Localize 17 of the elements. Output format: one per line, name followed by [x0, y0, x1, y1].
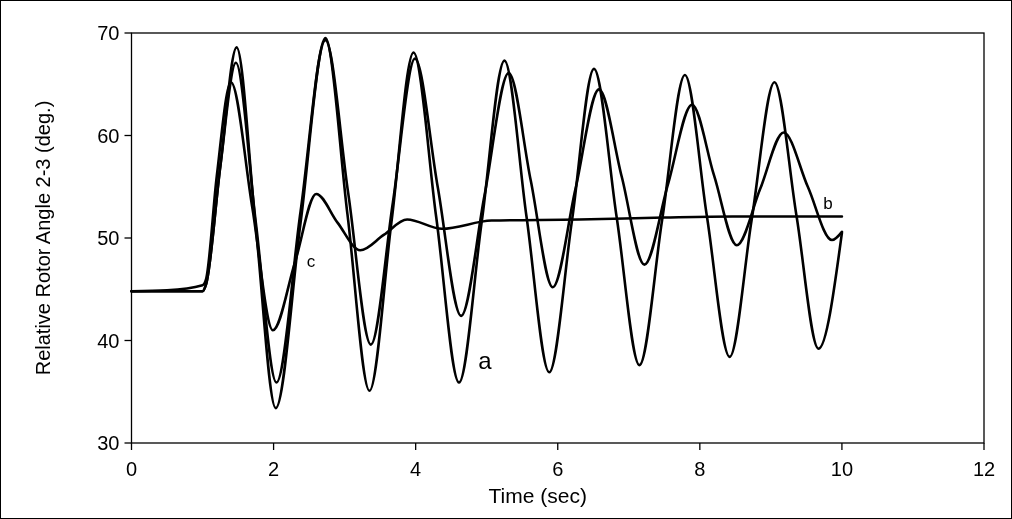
x-tick-label: 8: [694, 458, 706, 480]
series-label: c: [306, 251, 316, 271]
x-tick-label: 12: [972, 458, 996, 480]
x-tick-label: 10: [830, 458, 854, 480]
x-axis-title: Time (sec): [488, 484, 587, 507]
x-tick-label: 2: [268, 458, 280, 480]
x-tick-label: 0: [125, 458, 138, 480]
y-tick-label: 30: [97, 432, 120, 454]
x-tick-label: 4: [410, 458, 422, 480]
x-tick-label: 6: [552, 458, 564, 480]
y-tick-label: 40: [97, 329, 120, 352]
series-label: a: [478, 346, 493, 374]
y-tick-label: 70: [97, 22, 120, 44]
y-tick-label: 50: [97, 227, 120, 249]
y-tick-label: 60: [97, 124, 120, 147]
series-label: b: [823, 194, 833, 214]
y-axis-title: Relative Rotor Angle 2-3 (deg.): [31, 100, 54, 376]
